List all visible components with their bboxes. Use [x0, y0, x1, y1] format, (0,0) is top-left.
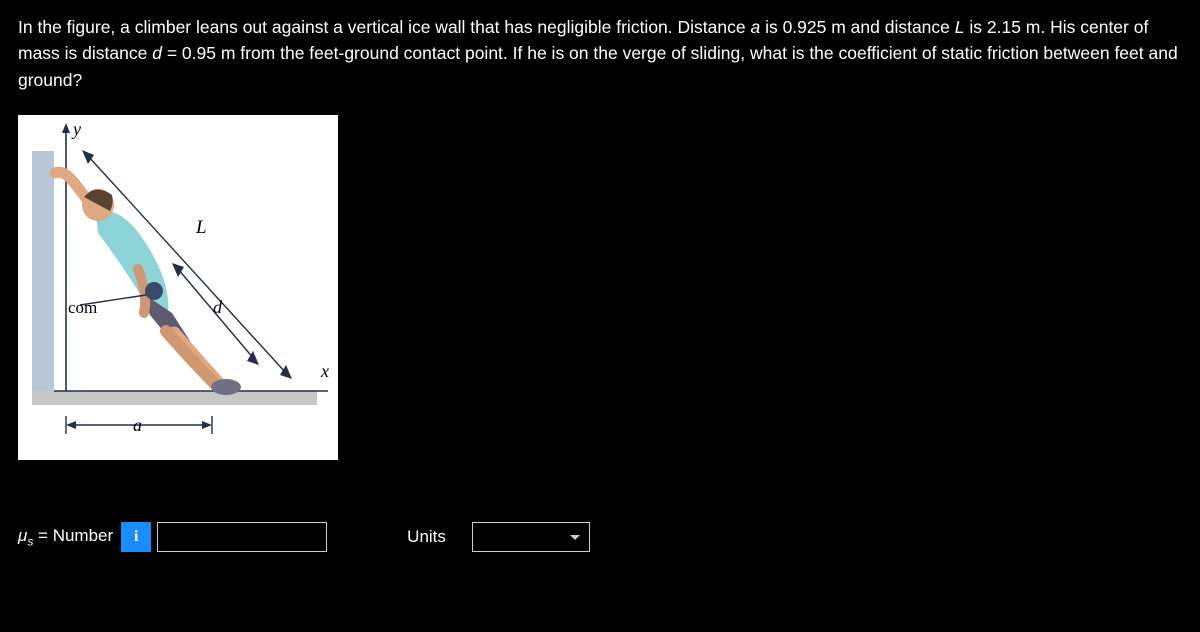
label-a: a	[133, 415, 142, 435]
info-icon[interactable]: i	[121, 522, 151, 552]
label-L: L	[195, 217, 207, 238]
ice-wall	[32, 151, 54, 401]
units-select-wrap	[462, 522, 590, 552]
mu-label: μs = Number	[18, 523, 113, 550]
text-part-1: In the figure, a climber leans out again…	[18, 17, 750, 37]
units-select[interactable]	[472, 522, 590, 552]
label-com: com	[68, 298, 97, 317]
label-y: y	[71, 119, 81, 139]
var-a: a	[750, 17, 760, 37]
dim-L-head2	[280, 365, 292, 379]
var-d: d	[152, 43, 162, 63]
com-marker	[145, 282, 163, 300]
dim-a-head1	[66, 421, 76, 429]
label-d: d	[213, 297, 223, 317]
figure-svg: y x com L d	[18, 115, 338, 460]
climber-shoe	[211, 379, 241, 395]
answer-row: μs = Number i Units	[18, 522, 1182, 552]
ground	[32, 391, 317, 405]
equals-number: = Number	[33, 526, 113, 545]
text-part-2: is 0.925 m and distance	[760, 17, 955, 37]
figure: y x com L d	[18, 115, 338, 460]
label-x: x	[320, 361, 329, 381]
number-input[interactable]	[157, 522, 327, 552]
dim-L-head1	[82, 150, 94, 164]
climber-leg-back	[166, 331, 216, 385]
units-label: Units	[407, 524, 446, 550]
y-axis-arrowhead	[62, 123, 70, 133]
text-part-4: = 0.95 m from the feet-ground contact po…	[18, 43, 1178, 89]
problem-statement: In the figure, a climber leans out again…	[18, 14, 1182, 93]
mu-symbol: μ	[18, 526, 27, 545]
dim-a-head2	[202, 421, 212, 429]
var-L: L	[955, 17, 965, 37]
